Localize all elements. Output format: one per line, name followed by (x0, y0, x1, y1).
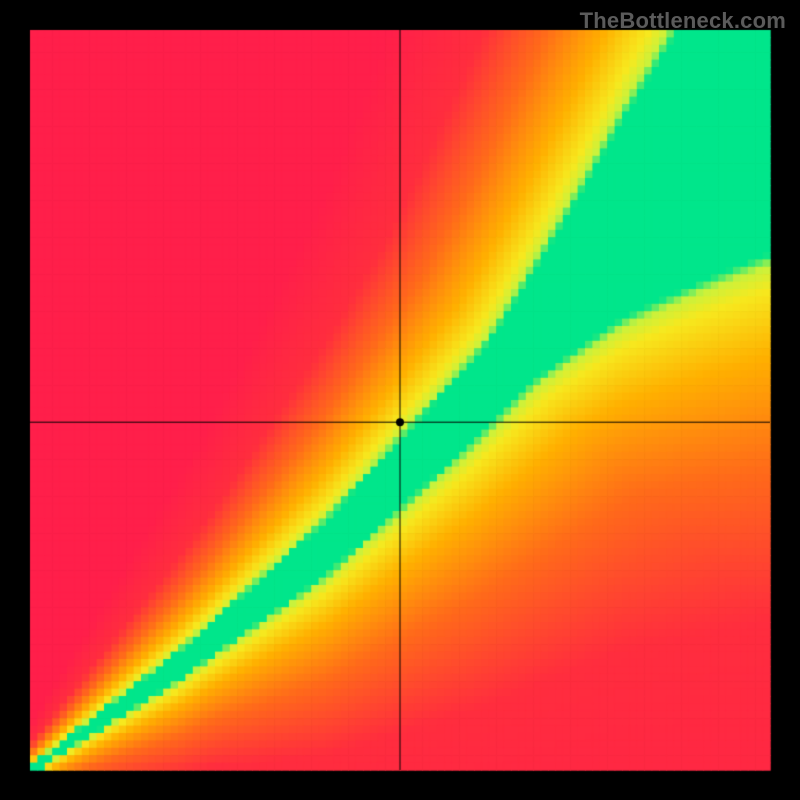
bottleneck-heatmap (0, 0, 800, 800)
watermark-text: TheBottleneck.com (580, 8, 786, 34)
chart-container: { "watermark": { "text": "TheBottleneck.… (0, 0, 800, 800)
